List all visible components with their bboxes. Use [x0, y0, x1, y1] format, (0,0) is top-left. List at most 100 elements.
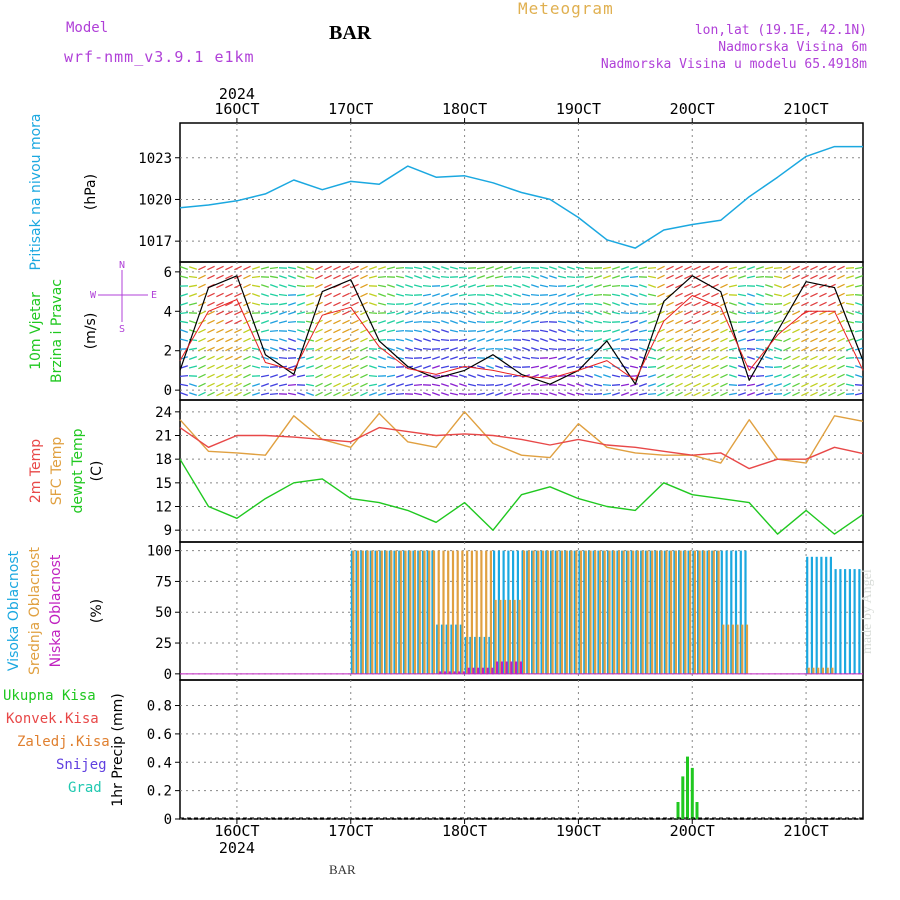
wind-barb — [198, 382, 206, 388]
wind-barb — [755, 275, 765, 279]
cloud-bar — [853, 569, 856, 674]
wind-barb — [494, 391, 504, 397]
wind-barb — [386, 365, 396, 369]
wind-barb — [819, 382, 827, 388]
wind-barb — [243, 328, 251, 334]
wind-barb — [216, 373, 224, 379]
wind-barb — [315, 391, 323, 397]
wind-barb — [395, 346, 405, 352]
wind-barb — [792, 301, 800, 307]
wind-barb — [305, 302, 315, 306]
wind-barb — [279, 338, 287, 342]
wind-barb — [657, 373, 665, 379]
wind-barb — [476, 383, 486, 387]
wind-barb — [270, 374, 278, 378]
cloud-bar — [398, 550, 401, 674]
wind-barb — [467, 302, 477, 306]
cloud-bar — [491, 667, 494, 674]
wind-barb — [746, 302, 756, 306]
wind-barb — [792, 355, 800, 361]
wind-barb — [611, 311, 621, 315]
top-day-label: 19OCT — [556, 100, 601, 118]
wind-barb — [575, 365, 585, 369]
compass-north-label: N — [119, 260, 125, 271]
wind-barb — [675, 328, 683, 334]
wind-barb — [521, 283, 531, 289]
wind-barb — [431, 311, 441, 315]
wind-barb — [728, 392, 738, 396]
wind-barb — [423, 392, 431, 396]
wind-barb — [260, 266, 270, 270]
wind-barb — [585, 311, 593, 315]
wind-barb — [638, 266, 648, 270]
cloud-bar — [505, 661, 508, 674]
wind-barb — [251, 365, 261, 369]
wind-unit: (m/s) — [83, 313, 99, 350]
wind-barb — [810, 364, 818, 370]
cloud-bar — [844, 569, 847, 674]
wind-barb — [413, 311, 423, 315]
wind-barb — [413, 347, 423, 351]
wind-barb — [675, 391, 683, 397]
wind-barb — [198, 274, 206, 280]
wind-barb — [414, 302, 422, 306]
wind-barb — [702, 328, 710, 334]
wind-barb — [225, 328, 233, 334]
cloud-bar — [504, 599, 507, 674]
wind-barb — [566, 302, 576, 306]
cloud-bar — [402, 550, 406, 674]
wind-barb — [494, 374, 504, 378]
wind-barb — [666, 319, 674, 325]
cloud-bar — [512, 550, 515, 674]
wind-barb — [179, 338, 189, 342]
cloud-bar — [371, 550, 374, 674]
wind-barb — [819, 265, 827, 271]
wind-barb — [188, 365, 198, 369]
wind-barb — [495, 293, 503, 297]
wind-barb — [828, 319, 836, 325]
wind-barb — [783, 373, 791, 379]
wind-barb — [647, 293, 657, 297]
wind-barb — [575, 302, 585, 306]
wind-barb — [503, 302, 513, 306]
wind-barb — [773, 283, 783, 289]
wind-barb — [593, 284, 603, 288]
wind-barb — [360, 328, 368, 334]
wind-barb — [368, 383, 378, 387]
cloud-bar — [568, 550, 572, 674]
wind-barb — [575, 392, 585, 396]
wind-barb — [792, 319, 800, 325]
wind-barb — [693, 373, 701, 379]
wind-barb — [287, 320, 297, 324]
cloud-bar — [736, 624, 739, 674]
wind-barb — [648, 311, 656, 315]
wind-barb — [503, 266, 513, 270]
wind-barb — [179, 302, 189, 306]
cloud-bar — [831, 667, 834, 674]
wind-barb — [638, 382, 648, 388]
wind-barb — [305, 320, 315, 324]
wind-barb — [342, 346, 350, 352]
wind-barb — [449, 302, 459, 306]
wind-barb — [440, 347, 450, 351]
wind-barb — [485, 284, 495, 288]
cloud-bar — [407, 550, 410, 674]
wind-barb — [251, 355, 261, 361]
wind-barb — [404, 347, 414, 351]
wind-barb — [773, 275, 783, 279]
wind-barb — [521, 266, 531, 270]
wind-barb — [755, 302, 765, 306]
wind-barb — [638, 392, 648, 396]
wind-barb — [711, 337, 719, 343]
wind-barb — [512, 356, 522, 360]
wind-barb — [657, 265, 665, 271]
wind-barb — [369, 356, 377, 360]
wind-barb — [207, 346, 215, 352]
wind-barb — [639, 284, 647, 288]
wind-barb — [711, 328, 719, 334]
wind-barb — [837, 337, 845, 343]
wind-barb — [260, 382, 270, 388]
wind-barb — [485, 347, 495, 351]
wind-barb — [324, 337, 332, 343]
cloud-bar — [521, 550, 524, 674]
